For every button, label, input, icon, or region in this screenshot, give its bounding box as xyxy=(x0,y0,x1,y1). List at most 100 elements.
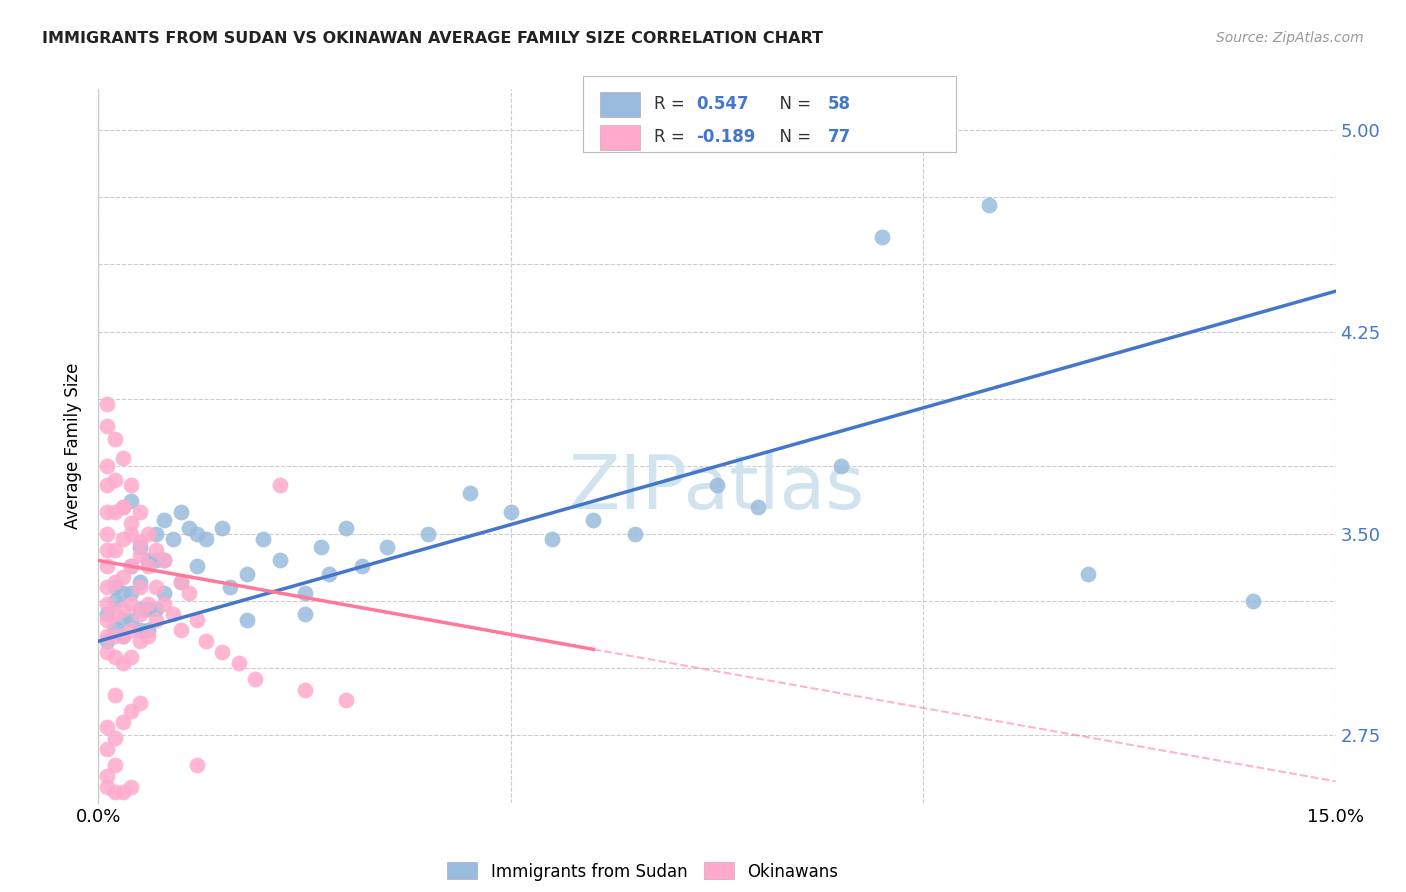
Point xyxy=(145,526,167,541)
Point xyxy=(96,459,118,474)
Point xyxy=(145,613,167,627)
Point xyxy=(120,558,142,573)
Point xyxy=(112,613,135,627)
Point xyxy=(96,607,118,622)
Point xyxy=(128,505,150,519)
Point xyxy=(104,785,127,799)
Text: Source: ZipAtlas.com: Source: ZipAtlas.com xyxy=(1216,31,1364,45)
Text: -0.189: -0.189 xyxy=(696,128,755,145)
Point xyxy=(136,597,159,611)
Point xyxy=(104,758,127,772)
Point xyxy=(623,526,645,541)
Point xyxy=(104,542,127,557)
Point xyxy=(219,580,242,594)
Point xyxy=(104,650,127,665)
Point xyxy=(104,629,127,643)
Point xyxy=(104,621,127,635)
Point xyxy=(211,645,233,659)
Point xyxy=(120,586,142,600)
Point xyxy=(120,650,142,665)
Point xyxy=(96,558,118,573)
Point xyxy=(96,478,118,492)
Point xyxy=(153,597,176,611)
Point xyxy=(170,574,193,589)
Point xyxy=(186,758,208,772)
Point xyxy=(96,645,118,659)
Point xyxy=(120,780,142,794)
Point xyxy=(96,597,118,611)
Point xyxy=(112,532,135,546)
Point xyxy=(136,624,159,638)
Text: 0.547: 0.547 xyxy=(696,95,748,112)
Point xyxy=(96,780,118,794)
Point xyxy=(120,613,142,627)
Point xyxy=(104,473,127,487)
Point xyxy=(112,785,135,799)
Point xyxy=(112,629,135,643)
Point xyxy=(228,656,250,670)
Point xyxy=(128,602,150,616)
Point xyxy=(499,505,522,519)
Point xyxy=(96,505,118,519)
Point xyxy=(145,602,167,616)
Point xyxy=(120,478,142,492)
Point xyxy=(136,553,159,567)
Point xyxy=(112,500,135,514)
Text: IMMIGRANTS FROM SUDAN VS OKINAWAN AVERAGE FAMILY SIZE CORRELATION CHART: IMMIGRANTS FROM SUDAN VS OKINAWAN AVERAG… xyxy=(42,31,823,46)
Point xyxy=(96,613,118,627)
Point xyxy=(145,580,167,594)
Point xyxy=(104,580,127,594)
Text: N =: N = xyxy=(769,128,817,145)
Point xyxy=(170,505,193,519)
Point xyxy=(541,532,564,546)
Point xyxy=(104,594,127,608)
Text: 77: 77 xyxy=(828,128,852,145)
Point xyxy=(96,418,118,433)
Legend: Immigrants from Sudan, Okinawans: Immigrants from Sudan, Okinawans xyxy=(440,855,845,888)
Point xyxy=(352,558,374,573)
Point xyxy=(830,459,852,474)
Point xyxy=(96,397,118,411)
Point xyxy=(1077,566,1099,581)
Point xyxy=(162,532,184,546)
Point xyxy=(418,526,440,541)
Point xyxy=(128,696,150,710)
Point xyxy=(375,540,398,554)
Point xyxy=(153,586,176,600)
Point xyxy=(236,613,259,627)
Point xyxy=(153,513,176,527)
Point xyxy=(96,634,118,648)
Point xyxy=(186,613,208,627)
Point xyxy=(104,432,127,446)
Point xyxy=(112,569,135,583)
Point xyxy=(318,566,340,581)
Point xyxy=(128,607,150,622)
Text: ZIPatlas: ZIPatlas xyxy=(569,452,865,525)
Point xyxy=(186,526,208,541)
Point xyxy=(128,634,150,648)
Point xyxy=(128,580,150,594)
Point xyxy=(179,521,201,535)
Point xyxy=(128,624,150,638)
Y-axis label: Average Family Size: Average Family Size xyxy=(65,363,83,529)
Point xyxy=(179,586,201,600)
Point xyxy=(153,553,176,567)
Point xyxy=(236,566,259,581)
Point xyxy=(211,521,233,535)
Point xyxy=(145,542,167,557)
Point xyxy=(162,607,184,622)
Point xyxy=(96,526,118,541)
Point xyxy=(979,198,1001,212)
Point xyxy=(747,500,769,514)
Point xyxy=(294,586,316,600)
Point xyxy=(120,704,142,718)
Point xyxy=(104,574,127,589)
Text: N =: N = xyxy=(769,95,817,112)
Point xyxy=(96,629,118,643)
Point xyxy=(112,500,135,514)
Point xyxy=(335,521,357,535)
Point xyxy=(120,516,142,530)
Point xyxy=(136,602,159,616)
Point xyxy=(120,558,142,573)
Text: R =: R = xyxy=(654,128,690,145)
